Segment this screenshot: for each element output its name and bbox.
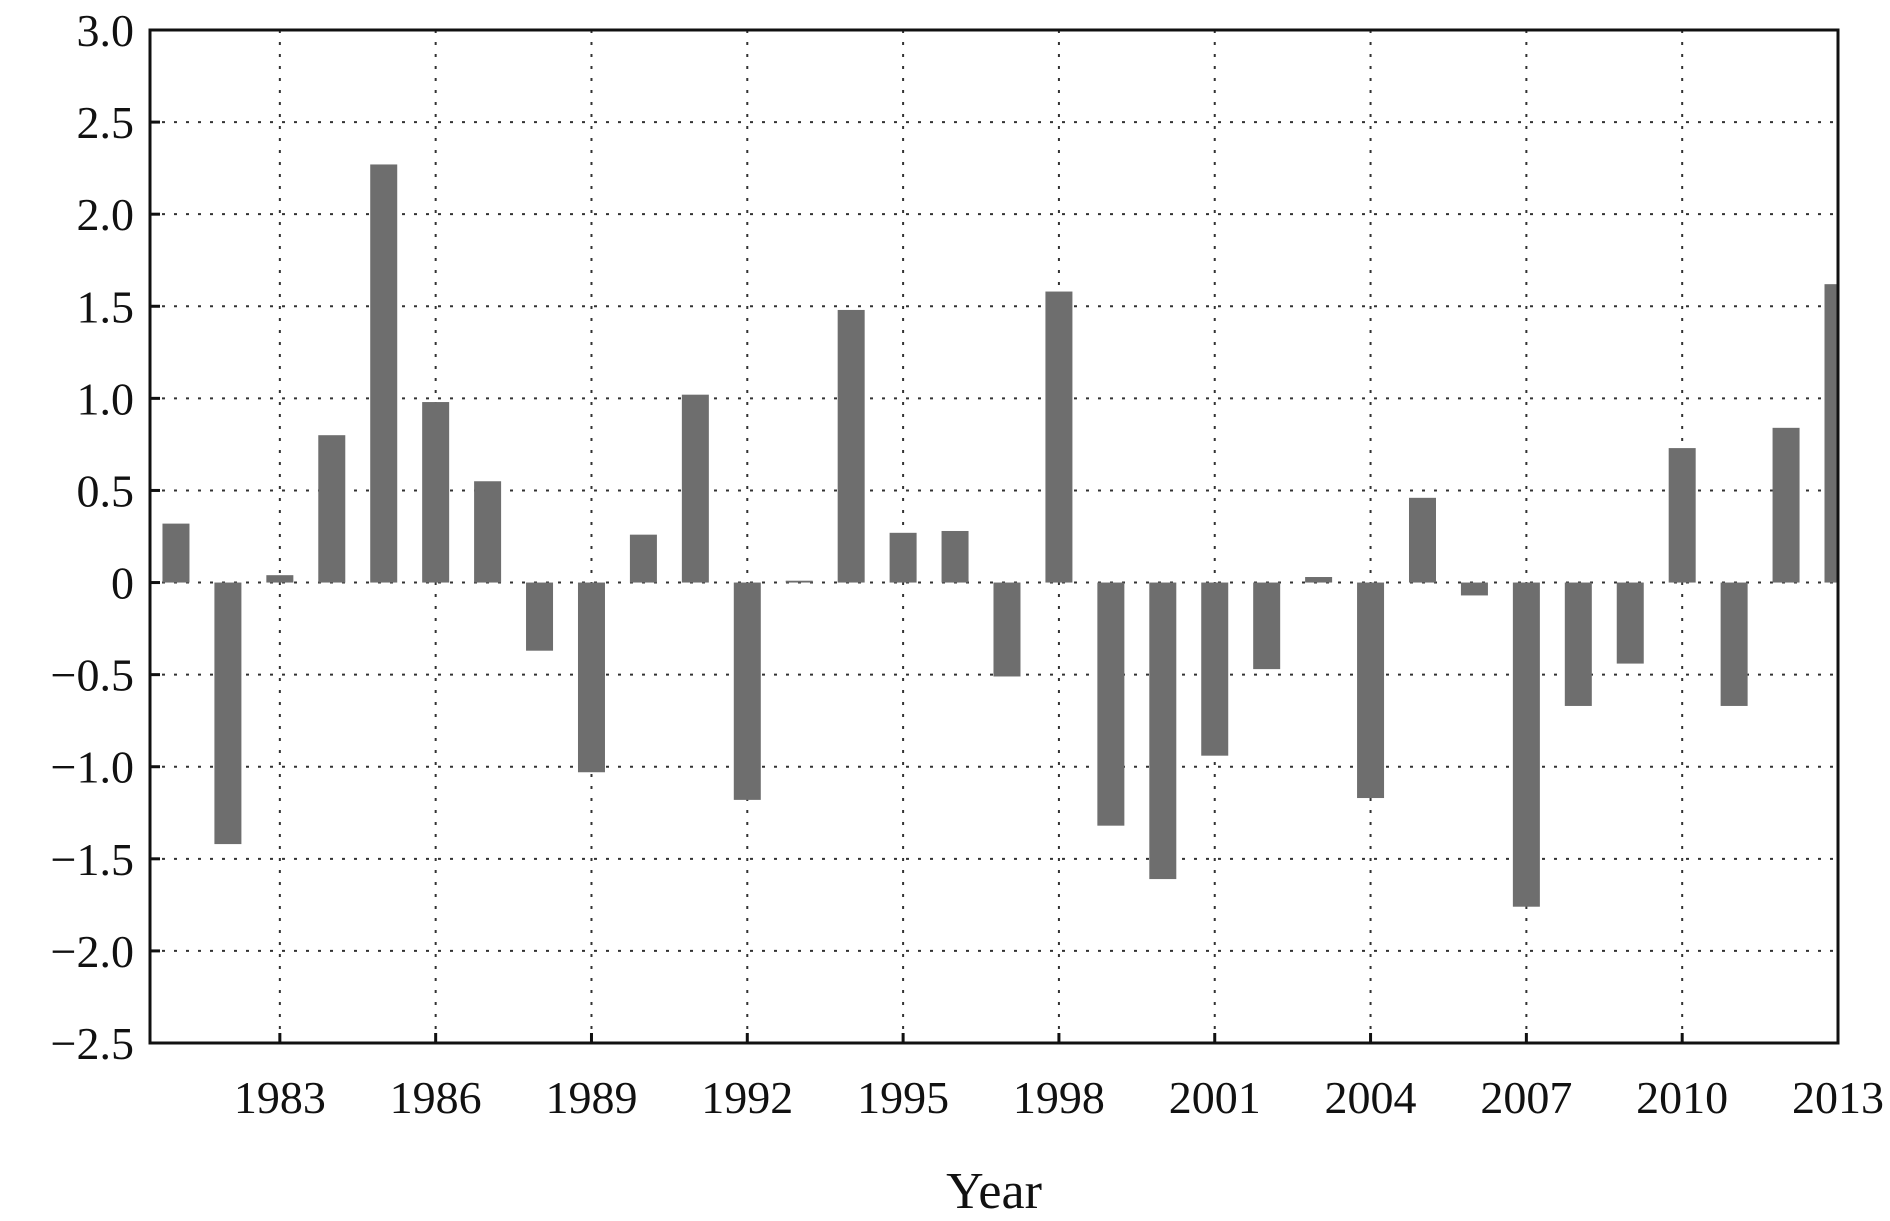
bar-2006 — [1460, 582, 1488, 596]
bar-2012 — [1772, 427, 1800, 583]
x-tick-label: 2013 — [1792, 1072, 1884, 1123]
y-tick-label: 0 — [111, 558, 134, 609]
bar-1992 — [733, 582, 761, 800]
bar-2008 — [1564, 582, 1592, 706]
x-tick-label: 1983 — [234, 1072, 326, 1123]
y-tick-label: 1.5 — [77, 281, 135, 332]
y-tick-label: 1.0 — [77, 373, 135, 424]
bar-1990 — [629, 534, 657, 583]
x-axis-title: Year — [946, 1163, 1042, 1220]
bar-1991 — [681, 394, 709, 583]
x-tick-labels: 1983 1986 1989 1992 1995 1998 2001 2004 2007 2010… — [234, 1072, 1884, 1123]
bar-1988 — [526, 582, 554, 651]
bar-1994 — [837, 309, 865, 583]
bar-1998 — [1045, 291, 1073, 583]
gridlines — [150, 29, 1838, 1044]
bar-2005 — [1408, 497, 1436, 583]
x-tick-label: 1998 — [1013, 1072, 1105, 1123]
x-tick-label: 2007 — [1480, 1072, 1572, 1123]
bar-2000 — [1149, 582, 1177, 880]
bar-1987 — [474, 481, 502, 583]
bar-1999 — [1097, 582, 1125, 826]
x-tick-label: 1989 — [545, 1072, 637, 1123]
y-tick-label: 2.0 — [77, 189, 135, 240]
x-tick-label: 1995 — [857, 1072, 949, 1123]
x-tick-label: 2010 — [1636, 1072, 1728, 1123]
y-tick-label: −1.0 — [51, 742, 134, 793]
bar-1989 — [577, 582, 605, 773]
bar-1995 — [889, 532, 917, 583]
plot-frame — [148, 28, 1840, 1045]
bar-2001 — [1201, 582, 1229, 756]
axis-ticks — [150, 28, 1840, 1045]
bar-1984 — [318, 435, 346, 583]
x-tick-label: 2004 — [1325, 1072, 1417, 1123]
bar-1985 — [370, 164, 398, 583]
y-tick-label: −2.5 — [51, 1018, 134, 1069]
bar-1996 — [941, 530, 969, 583]
bars — [162, 164, 1838, 907]
bar-1997 — [993, 582, 1021, 677]
bar-1993 — [785, 580, 813, 583]
bar-2010 — [1668, 448, 1696, 583]
bar-2002 — [1253, 582, 1281, 670]
y-tick-label: −0.5 — [51, 650, 134, 701]
y-tick-label: 3.0 — [77, 5, 135, 56]
x-tick-label: 1992 — [701, 1072, 793, 1123]
bar-1983 — [266, 575, 294, 583]
x-tick-label: 1986 — [390, 1072, 482, 1123]
y-tick-labels: 3.0 2.5 2.0 1.5 1.0 0.5 0 −0.5 −1.0 −1.5 −2.0 −2.5 — [51, 5, 134, 1069]
y-tick-label: 0.5 — [77, 465, 135, 516]
bar-2013 — [1824, 284, 1838, 583]
bar-1986 — [422, 402, 450, 583]
bar-2003 — [1305, 577, 1333, 583]
bar-2004 — [1357, 582, 1385, 799]
bar-2009 — [1616, 582, 1644, 664]
bar-1982 — [214, 582, 242, 845]
bar-2011 — [1720, 582, 1748, 706]
y-tick-label: −2.0 — [51, 926, 134, 977]
y-tick-label: −1.5 — [51, 834, 134, 885]
x-tick-label: 2001 — [1169, 1072, 1261, 1123]
y-tick-label: 2.5 — [77, 97, 135, 148]
bar-1981 — [162, 523, 190, 583]
bar-2007 — [1512, 582, 1540, 907]
